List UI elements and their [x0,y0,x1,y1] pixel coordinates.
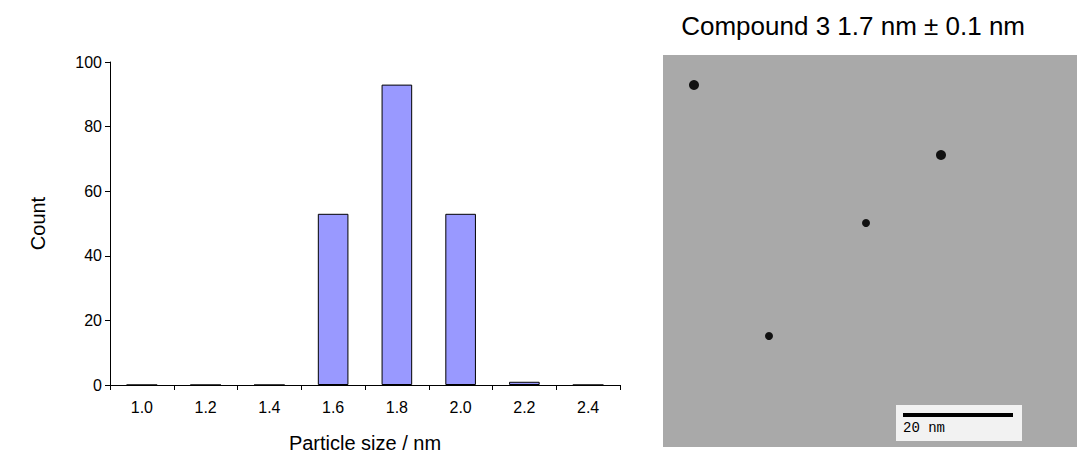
svg-text:2.4: 2.4 [577,399,599,416]
svg-text:1.0: 1.0 [131,399,153,416]
svg-text:60: 60 [84,183,102,200]
svg-text:2.2: 2.2 [513,399,535,416]
svg-text:1.4: 1.4 [258,399,280,416]
svg-text:20: 20 [84,312,102,329]
svg-text:100: 100 [75,54,102,71]
svg-text:20 nm: 20 nm [903,420,945,436]
svg-text:40: 40 [84,247,102,264]
svg-text:1.8: 1.8 [386,399,408,416]
svg-text:Particle size / nm: Particle size / nm [289,432,441,454]
svg-text:1.2: 1.2 [195,399,217,416]
svg-text:Compound 3 1.7 nm ± 0.1 nm: Compound 3 1.7 nm ± 0.1 nm [681,11,1025,41]
svg-text:80: 80 [84,118,102,135]
svg-text:1.6: 1.6 [322,399,344,416]
svg-text:2.0: 2.0 [450,399,472,416]
svg-text:0: 0 [93,377,102,394]
svg-text:Count: Count [27,196,49,250]
